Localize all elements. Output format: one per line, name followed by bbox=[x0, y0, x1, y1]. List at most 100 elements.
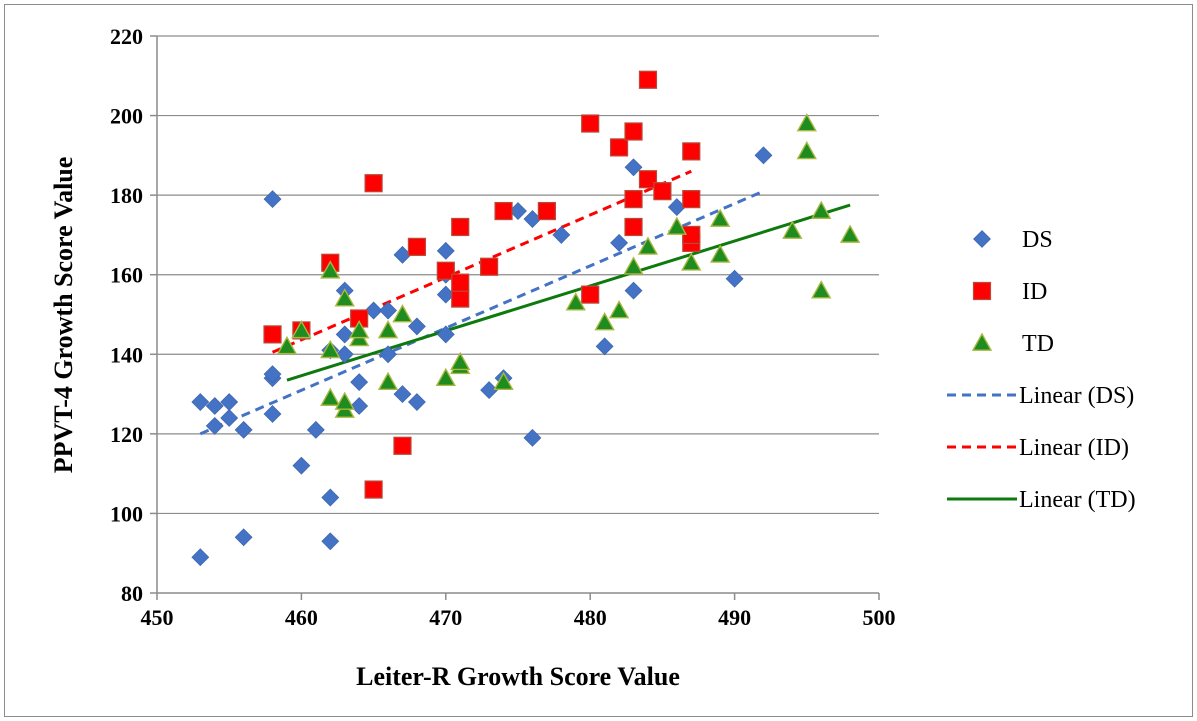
y-tick-label-140: 140 bbox=[110, 342, 143, 367]
point-ds-15 bbox=[321, 488, 340, 507]
point-td-27 bbox=[796, 140, 817, 160]
point-td-23 bbox=[681, 252, 702, 271]
point-ds-42 bbox=[624, 158, 643, 177]
point-ds-41 bbox=[624, 281, 643, 300]
point-ds-8 bbox=[263, 405, 282, 423]
point-ds-14 bbox=[321, 532, 340, 551]
point-ds-39 bbox=[595, 337, 614, 356]
point-ds-44 bbox=[725, 269, 744, 288]
point-ds-12 bbox=[292, 456, 311, 475]
point-ds-5 bbox=[220, 393, 239, 411]
point-id-22 bbox=[638, 70, 658, 89]
point-td-25 bbox=[709, 208, 731, 227]
point-id-21 bbox=[638, 170, 658, 189]
point-ds-28 bbox=[407, 317, 426, 336]
legend-label-td: TD bbox=[1022, 331, 1054, 357]
point-ds-11 bbox=[263, 190, 282, 209]
point-ds-22 bbox=[364, 301, 383, 320]
legend-label-trend-1: Linear (ID) bbox=[1019, 435, 1129, 461]
legend-label-ds: DS bbox=[1022, 227, 1053, 253]
y-tick-label-180: 180 bbox=[110, 183, 143, 208]
point-id-11 bbox=[451, 217, 470, 237]
point-td-6 bbox=[334, 391, 355, 410]
y-axis-title: PPVT-4 Growth Score Value bbox=[49, 157, 78, 474]
point-td-11 bbox=[377, 319, 399, 339]
x-tick-label-490: 490 bbox=[718, 605, 751, 630]
point-id-26 bbox=[682, 190, 701, 209]
point-td-10 bbox=[377, 371, 399, 391]
point-id-16 bbox=[581, 114, 600, 133]
point-ds-45 bbox=[754, 146, 773, 165]
point-ds-3 bbox=[205, 397, 224, 415]
y-tick-label-80: 80 bbox=[121, 581, 143, 606]
point-ds-18 bbox=[335, 325, 354, 344]
point-td-9 bbox=[348, 319, 370, 339]
point-id-18 bbox=[624, 217, 643, 237]
point-ds-33 bbox=[480, 381, 499, 400]
x-axis-title: Leiter-R Growth Score Value bbox=[356, 662, 680, 691]
point-td-18 bbox=[594, 312, 615, 331]
point-ds-4 bbox=[220, 409, 239, 427]
point-ds-13 bbox=[306, 420, 325, 439]
point-td-21 bbox=[637, 236, 659, 255]
legend-label-trend-0: Linear (DS) bbox=[1019, 383, 1134, 409]
point-ds-40 bbox=[610, 233, 629, 252]
x-tick-label-470: 470 bbox=[429, 605, 462, 630]
point-td-3 bbox=[320, 339, 341, 359]
point-id-7 bbox=[407, 237, 427, 256]
point-id-17 bbox=[609, 138, 629, 157]
legend-marker-id bbox=[972, 281, 992, 301]
y-tick-label-100: 100 bbox=[110, 501, 143, 526]
point-ds-7 bbox=[234, 420, 253, 439]
point-td-29 bbox=[811, 280, 832, 299]
y-tick-label-220: 220 bbox=[110, 24, 143, 49]
point-id-8 bbox=[436, 261, 455, 280]
point-ds-10 bbox=[263, 365, 282, 384]
point-td-12 bbox=[392, 304, 413, 323]
point-id-20 bbox=[624, 122, 643, 141]
x-tick-label-450: 450 bbox=[141, 605, 174, 630]
point-td-20 bbox=[623, 256, 644, 275]
point-td-0 bbox=[276, 335, 298, 355]
legend-label-id: ID bbox=[1022, 279, 1047, 305]
point-td-26 bbox=[782, 220, 803, 239]
point-id-0 bbox=[263, 325, 282, 344]
legend-label-trend-2: Linear (TD) bbox=[1019, 487, 1136, 513]
point-ds-0 bbox=[191, 548, 210, 567]
point-id-27 bbox=[682, 142, 701, 161]
point-td-19 bbox=[608, 300, 630, 319]
data-markers bbox=[191, 70, 861, 567]
point-id-6 bbox=[393, 436, 412, 455]
point-ds-32 bbox=[436, 241, 455, 260]
point-td-13 bbox=[435, 367, 456, 387]
legend-marker-td bbox=[971, 332, 993, 351]
point-id-10 bbox=[451, 273, 470, 292]
point-td-30 bbox=[811, 200, 832, 219]
y-tick-label-160: 160 bbox=[110, 263, 143, 288]
point-td-15 bbox=[450, 351, 471, 371]
gridlines bbox=[157, 35, 879, 515]
point-id-23 bbox=[653, 182, 672, 201]
point-id-4 bbox=[364, 480, 383, 499]
point-ds-2 bbox=[205, 416, 224, 435]
point-id-12 bbox=[480, 257, 499, 276]
point-td-24 bbox=[709, 244, 731, 263]
axes bbox=[150, 35, 880, 600]
y-tick-label-120: 120 bbox=[110, 422, 143, 447]
point-ds-6 bbox=[234, 528, 253, 547]
point-ds-36 bbox=[523, 428, 542, 447]
point-ds-1 bbox=[191, 393, 210, 411]
point-td-17 bbox=[565, 292, 586, 311]
point-td-7 bbox=[334, 288, 355, 307]
point-ds-17 bbox=[335, 345, 354, 364]
point-ds-38 bbox=[552, 226, 571, 244]
y-tick-label-200: 200 bbox=[110, 104, 143, 129]
point-td-1 bbox=[291, 319, 312, 339]
point-ds-21 bbox=[350, 373, 369, 392]
point-td-4 bbox=[320, 260, 341, 279]
point-ds-29 bbox=[436, 325, 455, 344]
point-td-22 bbox=[666, 216, 688, 235]
point-td-31 bbox=[839, 224, 861, 243]
point-id-5 bbox=[364, 174, 383, 193]
